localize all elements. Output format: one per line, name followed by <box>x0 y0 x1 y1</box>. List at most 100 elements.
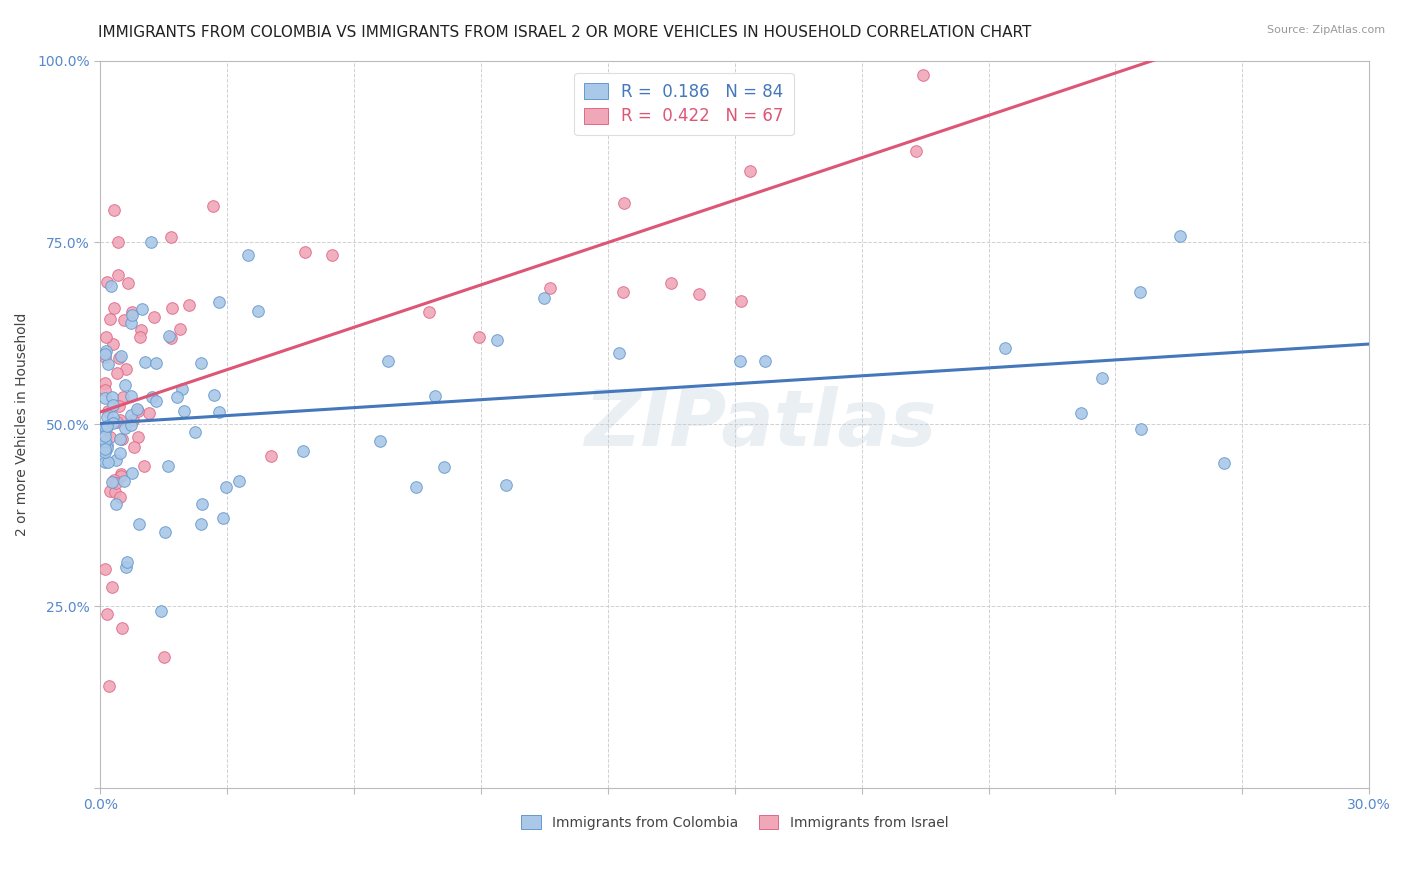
Point <box>117 276 139 290</box>
Point <box>131 302 153 317</box>
Point <box>911 68 934 82</box>
Point <box>132 458 155 473</box>
Point <box>423 389 446 403</box>
Point <box>100 580 122 594</box>
Point <box>97 357 120 371</box>
Point <box>110 349 132 363</box>
Point <box>120 417 142 432</box>
Point <box>114 421 136 435</box>
Point <box>149 603 172 617</box>
Point <box>101 416 124 430</box>
Point <box>103 301 125 315</box>
Point <box>93 391 115 405</box>
Point <box>105 497 128 511</box>
Point <box>467 329 489 343</box>
Point <box>129 330 152 344</box>
Point <box>143 310 166 325</box>
Point <box>114 361 136 376</box>
Point <box>121 308 143 322</box>
Point <box>190 355 212 369</box>
Point <box>103 202 125 217</box>
Point <box>433 460 456 475</box>
Point <box>114 378 136 392</box>
Point <box>153 649 176 664</box>
Point <box>294 245 316 260</box>
Point <box>159 331 181 345</box>
Point <box>107 268 129 283</box>
Point <box>994 341 1017 355</box>
Point <box>160 230 183 244</box>
Point <box>112 390 135 404</box>
Point <box>377 354 399 368</box>
Point <box>98 430 121 444</box>
Point <box>105 475 128 490</box>
Point <box>110 413 132 427</box>
Point <box>122 413 145 427</box>
Point <box>105 415 128 429</box>
Point <box>905 144 928 158</box>
Point <box>98 484 121 499</box>
Point <box>485 333 508 347</box>
Point <box>292 444 315 458</box>
Point <box>128 517 150 532</box>
Point <box>145 356 167 370</box>
Point <box>145 394 167 409</box>
Text: ZIPatlas: ZIPatlas <box>583 386 936 462</box>
Point <box>238 247 260 261</box>
Point <box>141 390 163 404</box>
Point <box>94 422 117 436</box>
Point <box>103 485 125 500</box>
Point <box>94 442 117 456</box>
Point <box>93 351 115 365</box>
Point <box>127 404 149 418</box>
Point <box>112 312 135 326</box>
Point <box>139 235 162 249</box>
Point <box>418 304 440 318</box>
Point <box>110 467 132 481</box>
Point <box>93 445 115 459</box>
Point <box>1090 370 1112 384</box>
Point <box>93 434 115 448</box>
Point <box>94 343 117 358</box>
Point <box>93 419 115 434</box>
Point <box>107 235 129 250</box>
Point <box>1212 456 1234 470</box>
Point <box>108 490 131 504</box>
Point <box>215 481 238 495</box>
Point <box>108 432 131 446</box>
Point <box>101 391 124 405</box>
Point <box>93 562 115 576</box>
Point <box>1168 229 1191 244</box>
Point <box>105 366 128 380</box>
Point <box>169 322 191 336</box>
Point <box>738 164 761 178</box>
Point <box>127 401 149 416</box>
Point <box>613 195 636 210</box>
Point <box>101 398 124 412</box>
Point <box>207 404 229 418</box>
Point <box>96 441 118 455</box>
Point <box>127 430 149 444</box>
Point <box>121 466 143 480</box>
Point <box>612 285 634 299</box>
Point <box>259 449 281 463</box>
Legend: Immigrants from Colombia, Immigrants from Israel: Immigrants from Colombia, Immigrants fro… <box>516 810 953 836</box>
Point <box>157 329 180 343</box>
Point <box>97 404 120 418</box>
Point <box>609 346 631 360</box>
Point <box>96 418 118 433</box>
Point <box>157 459 180 474</box>
Point <box>96 410 118 425</box>
Point <box>202 388 225 402</box>
Point <box>120 408 142 422</box>
Point <box>533 291 555 305</box>
Point <box>138 406 160 420</box>
Point <box>246 304 269 318</box>
Point <box>101 475 124 490</box>
Point <box>405 480 427 494</box>
Point <box>93 428 115 442</box>
Point <box>100 279 122 293</box>
Point <box>122 440 145 454</box>
Point <box>97 455 120 469</box>
Point <box>93 383 115 397</box>
